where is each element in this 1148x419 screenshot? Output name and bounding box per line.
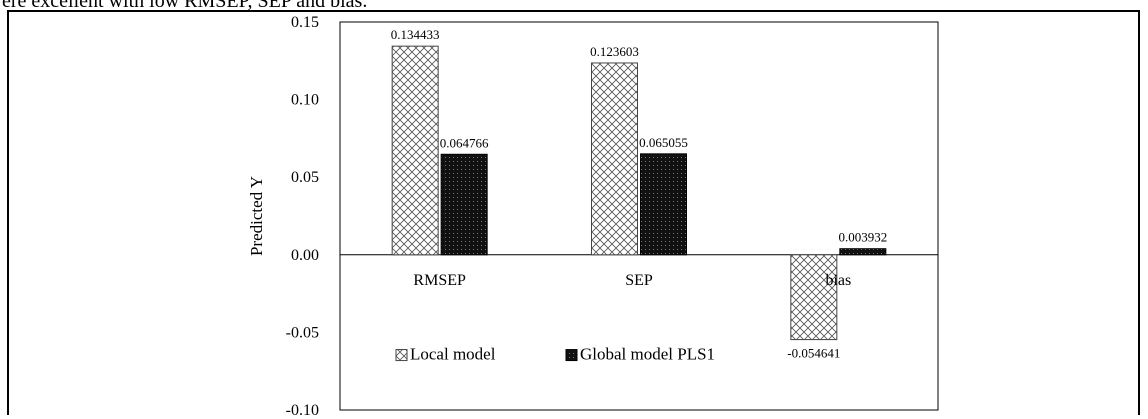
figure-frame	[7, 10, 1140, 415]
bar-global-model-rmsep	[440, 153, 488, 256]
bar-local-model-bias	[790, 254, 838, 341]
y-tick-label: 0.10	[291, 92, 319, 109]
data-label: 0.134433	[391, 27, 440, 42]
data-label: 0.003932	[838, 230, 887, 245]
bar-global-model-bias	[839, 248, 887, 256]
y-axis: 0.15 0.10 0.05 0.00 -0.05 -0.10	[286, 14, 319, 419]
y-tick-label: 0.15	[291, 14, 319, 31]
y-tick-label: -0.10	[286, 402, 319, 419]
legend-label: Global model PLS1	[580, 345, 715, 364]
bar-local-model-sep	[591, 62, 638, 256]
bar-group: 0.134433 0.064766 0.123603 0.065055 -0.05464…	[391, 27, 887, 360]
legend: Local model Global model PLS1	[395, 345, 715, 364]
y-axis-label: Predicted Y	[247, 176, 266, 256]
bar-global-model-sep	[640, 153, 687, 256]
category-label: bias	[825, 272, 851, 289]
bar-local-model-rmsep	[391, 45, 439, 256]
category-labels: RMSEP SEP bias	[413, 272, 851, 289]
figure-top-rule	[7, 10, 937, 11]
legend-label: Local model	[410, 345, 496, 364]
y-tick-label: -0.05	[286, 324, 319, 341]
legend-swatch	[565, 349, 578, 362]
top-text-fragment: ere excellent with low RMSEP, SEP and bi…	[2, 0, 368, 12]
legend-swatch	[395, 349, 408, 362]
category-label: SEP	[625, 272, 653, 289]
plot-area	[339, 21, 939, 411]
y-tick-label: 0.00	[291, 247, 319, 264]
y-tick-label: 0.05	[291, 169, 319, 186]
data-label: 0.065055	[639, 135, 688, 150]
data-label: 0.064766	[440, 135, 489, 150]
data-label: 0.123603	[590, 44, 639, 59]
category-label: RMSEP	[413, 272, 466, 289]
data-label: -0.054641	[787, 346, 840, 361]
